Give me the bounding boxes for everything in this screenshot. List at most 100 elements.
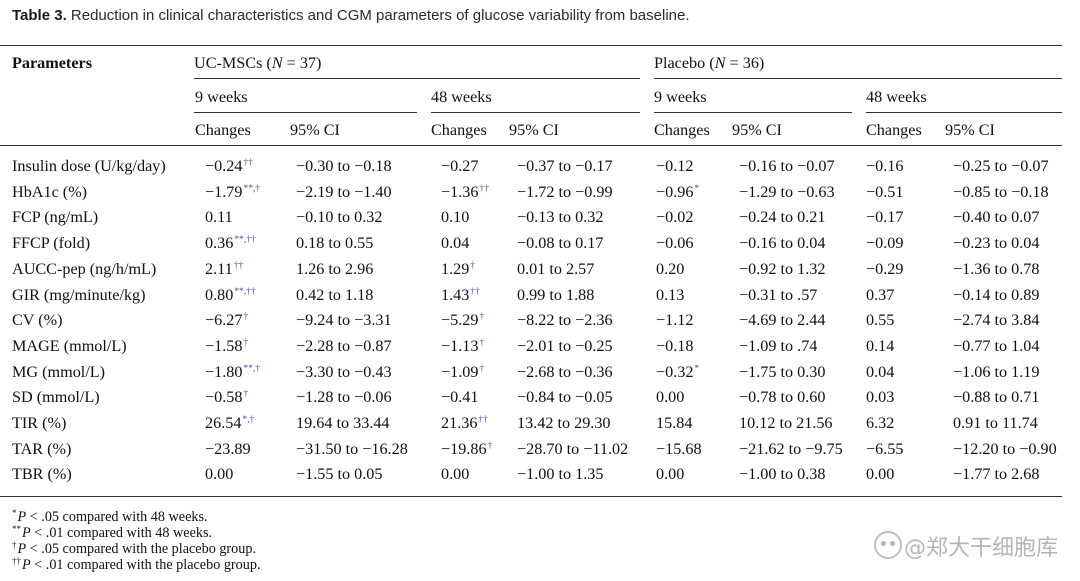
cell-change: 0.04: [866, 362, 894, 382]
cell-value: −1.72 to −0.99: [517, 182, 613, 201]
cell-value: −0.18: [656, 336, 694, 355]
row-parameter: SD (mmol/L): [12, 388, 100, 407]
cell-value: −0.25 to −0.07: [953, 157, 1049, 175]
footnote-mark: ††: [12, 556, 21, 566]
header-group-ucmsc-name: UC-MSCs (: [194, 54, 272, 72]
cell-change: −6.55: [866, 439, 903, 459]
cell-change: 0.11: [205, 207, 233, 227]
significance-mark: †: [243, 389, 249, 400]
cell-ci: −0.40 to 0.07: [953, 207, 1039, 227]
cell-change: −0.16: [866, 156, 903, 176]
cell-value: 0.01 to 2.57: [517, 259, 595, 278]
cell-change: 1.29†: [441, 259, 475, 279]
cell-change: −0.18: [656, 336, 693, 356]
cell-ci: 10.12 to 21.56: [739, 413, 833, 433]
cell-value: −9.24 to −3.31: [296, 311, 392, 330]
row-parameter: FFCP (fold): [12, 234, 91, 253]
cell-ci: −1.00 to 0.38: [739, 464, 825, 484]
cell-ci: −2.74 to 3.84: [953, 310, 1039, 330]
header-ucmsc-48-weeks: 48 weeks: [431, 88, 492, 106]
cell-value: −1.06 to 1.19: [953, 362, 1040, 381]
cell-ci: −2.68 to −0.36: [517, 362, 613, 382]
cell-ci: −1.09 to .74: [739, 336, 817, 356]
cell-ci: −0.30 to −0.18: [296, 156, 392, 176]
cell-ci: 0.01 to 2.57: [517, 259, 594, 279]
row-parameter: TIR (%): [12, 414, 67, 432]
header-changes: Changes: [431, 121, 487, 139]
cell-value: −6.55: [866, 439, 904, 458]
cell-value: −8.22 to −2.36: [517, 311, 613, 330]
significance-mark: **,††: [234, 235, 256, 246]
row-parameter: MAGE (mmol/L): [12, 336, 127, 355]
cell-value: −2.01 to −0.25: [517, 336, 613, 355]
cell-change: −0.24††: [205, 156, 253, 176]
cell-value: 0.00: [205, 465, 234, 484]
cell-change: −0.96*: [656, 182, 699, 202]
cell-value: −0.92 to 1.32: [739, 259, 826, 278]
table-caption-text: Reduction in clinical characteristics an…: [66, 7, 690, 24]
cell-ci: −9.24 to −3.31: [296, 310, 392, 330]
cell-change: 0.00: [441, 464, 469, 484]
cell-ci: −1.29 to −0.63: [739, 182, 835, 202]
significance-mark: †: [479, 363, 485, 374]
cell-value: −0.30 to −0.18: [296, 157, 392, 175]
cell-ci: −0.85 to −0.18: [953, 182, 1049, 202]
group-rule-placebo: [654, 78, 1062, 79]
cell-value: −21.62 to −9.75: [739, 439, 843, 458]
cell-ci: −31.50 to −16.28: [296, 439, 408, 459]
header-bottom-rule: [0, 145, 1062, 146]
cell-value: 0.11: [205, 208, 233, 227]
cell-value: −1.77 to 2.68: [953, 465, 1040, 484]
footnote-p: P: [22, 525, 31, 541]
cell-ci: −4.69 to 2.44: [739, 310, 825, 330]
cell-value: 6.32: [866, 414, 895, 432]
cell-ci: −21.62 to −9.75: [739, 439, 843, 459]
cell-value: −0.16 to −0.07: [739, 157, 835, 175]
cell-value: −6.27: [205, 311, 243, 330]
header-ci: 95% CI: [732, 121, 782, 139]
cell-change: −0.29: [866, 259, 903, 279]
footnote-p: P: [17, 541, 27, 557]
cell-value: −0.14 to 0.89: [953, 285, 1040, 304]
cell-value: −15.68: [656, 439, 702, 458]
cell-change: −0.17: [866, 207, 903, 227]
significance-mark: ††: [233, 260, 244, 271]
footnote: †P < .05 compared with the placebo group…: [12, 541, 256, 558]
cell-ci: −0.23 to 0.04: [953, 233, 1039, 253]
cell-value: −23.89: [205, 439, 251, 458]
cell-value: −1.36: [441, 182, 479, 201]
cell-change: −15.68: [656, 439, 702, 459]
cell-ci: −3.30 to −0.43: [296, 362, 392, 382]
cell-change: −0.09: [866, 233, 903, 253]
header-placebo-9-weeks: 9 weeks: [654, 88, 707, 106]
bottom-rule: [0, 496, 1062, 497]
cell-ci: −0.77 to 1.04: [953, 336, 1039, 356]
cell-value: −0.96: [656, 182, 694, 201]
cell-change: 0.80**,††: [205, 285, 256, 305]
watermark: @郑大干细胞库: [873, 530, 1058, 562]
cell-value: −1.12: [656, 311, 694, 330]
footnote: **P < .01 compared with 48 weeks.: [12, 525, 212, 542]
cell-change: 0.00: [656, 464, 684, 484]
top-rule: [0, 45, 1062, 46]
cell-value: −2.28 to −0.87: [296, 336, 392, 355]
cell-ci: 0.42 to 1.18: [296, 285, 373, 305]
cell-ci: −0.84 to −0.05: [517, 387, 613, 407]
row-parameter: TAR (%): [12, 439, 72, 458]
cell-ci: 13.42 to 29.30: [517, 413, 611, 433]
cell-value: −0.08 to 0.17: [517, 234, 604, 253]
cell-change: 0.00: [866, 464, 894, 484]
cell-change: 0.10: [441, 207, 469, 227]
footnote-text: < .05 compared with the placebo group.: [26, 541, 256, 557]
significance-mark: †: [470, 260, 476, 271]
cell-change: 0.00: [205, 464, 233, 484]
cell-change: −23.89: [205, 439, 251, 459]
footnote: ††P < .01 compared with the placebo grou…: [12, 556, 261, 574]
header-changes: Changes: [866, 121, 922, 139]
cell-change: −0.32*: [656, 362, 699, 382]
footnote-text: < .01 compared with the placebo group.: [30, 557, 261, 573]
cell-ci: −0.92 to 1.32: [739, 259, 825, 279]
cell-ci: −1.06 to 1.19: [953, 362, 1039, 382]
header-placebo-48-weeks: 48 weeks: [866, 88, 927, 106]
cell-change: −1.13†: [441, 336, 484, 356]
